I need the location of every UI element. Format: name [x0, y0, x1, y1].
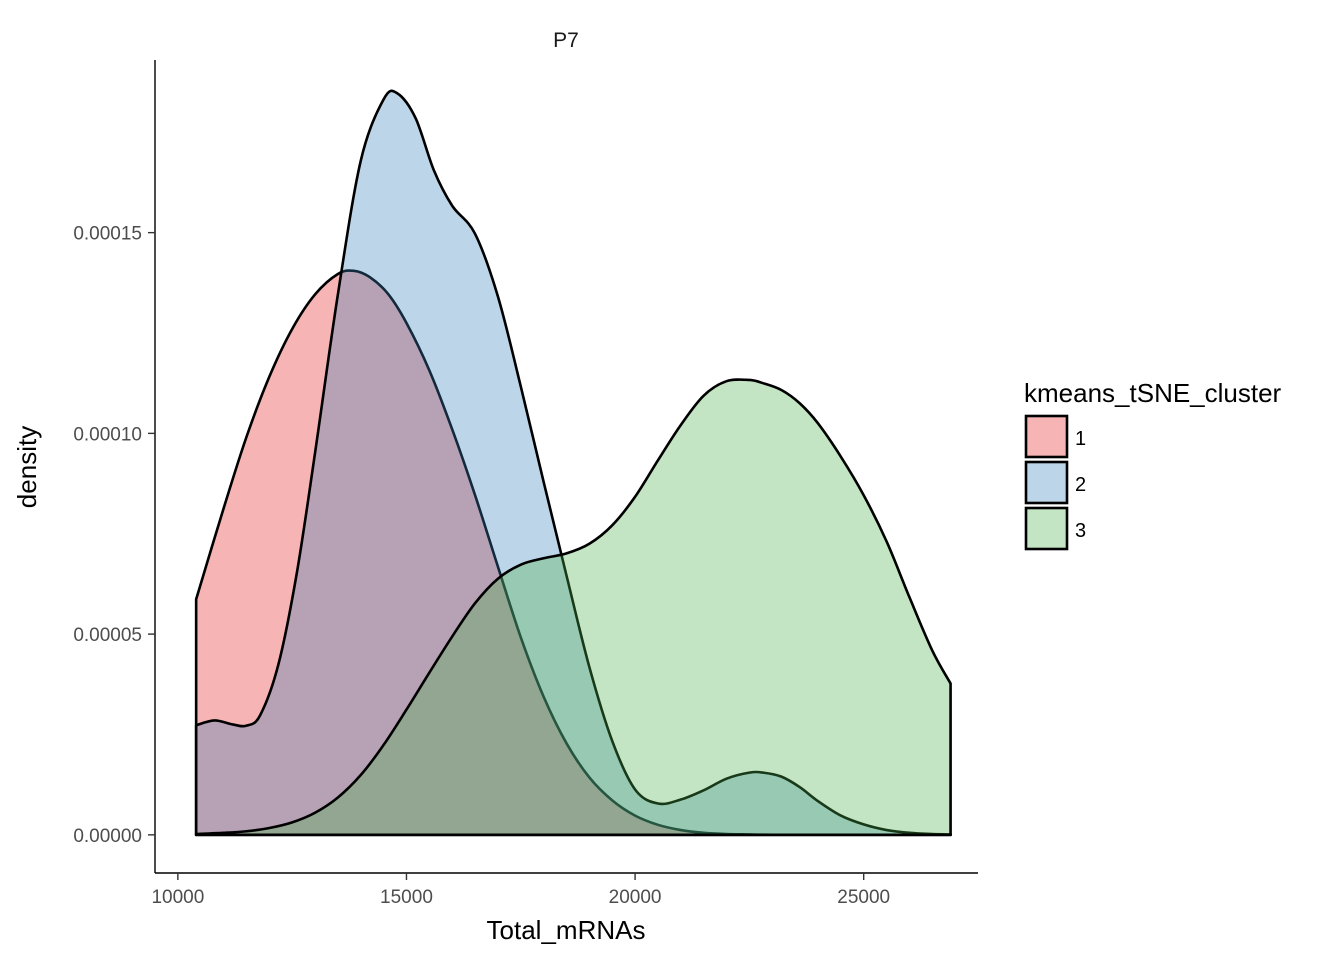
- legend-key-1: [1024, 414, 1069, 459]
- density-area-3: [194, 378, 952, 837]
- axes: 0.00000 0.00005 0.00010 0.00015 10000 15000 2…: [73, 60, 978, 908]
- x-ticks: 10000 15000 20000 25000: [151, 873, 890, 908]
- legend: kmeans_tSNE_cluster 1 2 3: [1024, 378, 1282, 551]
- legend-label-3: 3: [1075, 520, 1086, 542]
- density-areas: [194, 89, 952, 837]
- legend-label-2: 2: [1075, 474, 1086, 496]
- x-tick-label: 20000: [609, 887, 662, 908]
- legend-key-2: [1024, 460, 1069, 505]
- y-tick-label: 0.00000: [73, 826, 142, 847]
- legend-items: 1 2 3: [1024, 414, 1086, 551]
- x-tick-label: 10000: [151, 887, 204, 908]
- x-tick-label: 15000: [380, 887, 433, 908]
- legend-key-3: [1024, 506, 1069, 551]
- x-axis-title: Total_mRNAs: [487, 915, 646, 945]
- legend-title: kmeans_tSNE_cluster: [1024, 378, 1282, 408]
- y-tick-label: 0.00015: [73, 224, 142, 245]
- legend-label-1: 1: [1075, 428, 1086, 450]
- y-ticks: 0.00000 0.00005 0.00010 0.00015: [73, 224, 155, 847]
- y-axis-title: density: [12, 426, 42, 508]
- y-tick-label: 0.00005: [73, 625, 142, 646]
- panel-title: P7: [553, 29, 579, 52]
- y-tick-label: 0.00010: [73, 424, 142, 445]
- density-area-2: [194, 89, 952, 837]
- x-tick-label: 25000: [837, 887, 890, 908]
